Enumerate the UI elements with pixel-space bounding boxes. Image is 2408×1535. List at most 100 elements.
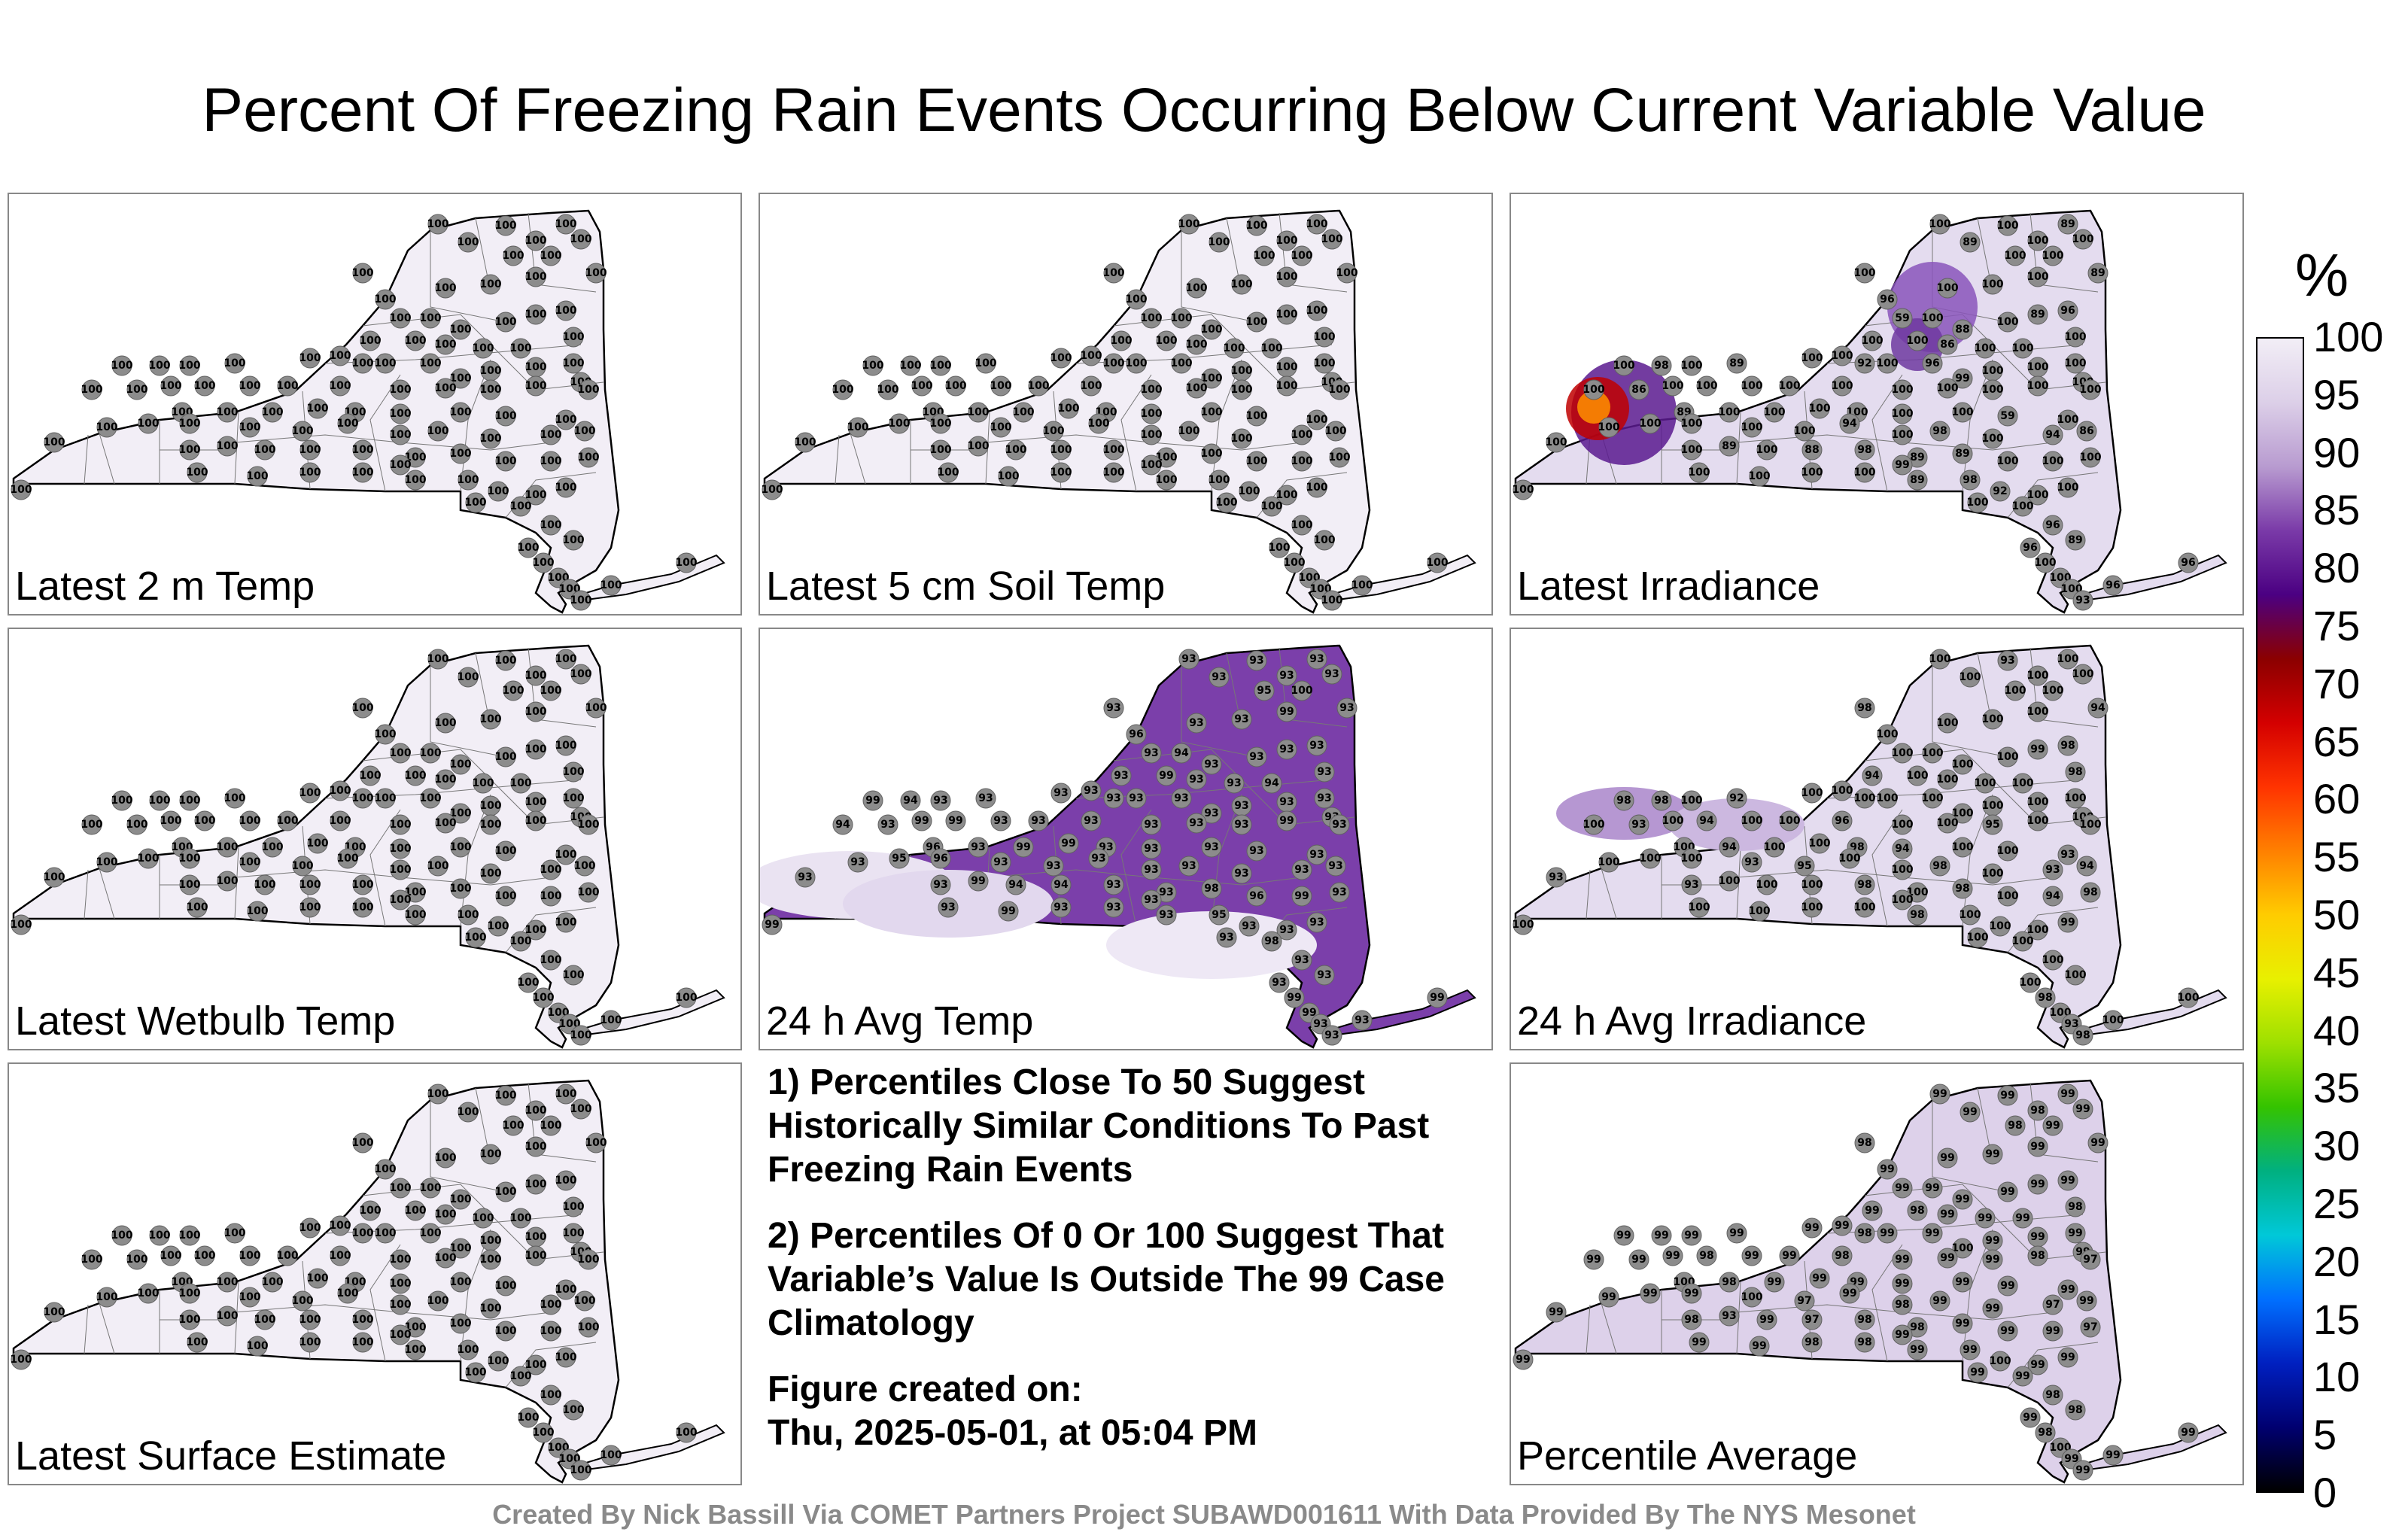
svg-text:100: 100 (137, 853, 159, 865)
svg-text:100: 100 (1324, 425, 1346, 437)
svg-text:98: 98 (1654, 795, 1668, 807)
svg-text:99: 99 (1940, 1252, 1954, 1264)
station-marker: 97 (2042, 1294, 2063, 1315)
station-marker: 100 (675, 552, 698, 573)
station-marker: 100 (1102, 353, 1125, 374)
svg-text:100: 100 (479, 868, 501, 880)
station-marker: 93 (1156, 904, 1177, 926)
svg-text:100: 100 (2004, 685, 2026, 697)
station-marker: 95 (1254, 680, 1275, 701)
svg-text:99: 99 (1586, 1254, 1601, 1266)
svg-text:100: 100 (1200, 406, 1222, 418)
svg-text:92: 92 (1729, 792, 1744, 804)
svg-text:93: 93 (1272, 977, 1286, 989)
station-marker: 98 (1801, 1332, 1823, 1353)
svg-text:100: 100 (524, 489, 546, 501)
svg-text:100: 100 (2026, 271, 2048, 283)
svg-text:93: 93 (1144, 747, 1158, 759)
svg-text:100: 100 (427, 1088, 448, 1100)
station-marker: 100 (2042, 680, 2064, 701)
station-marker: 100 (524, 919, 547, 941)
svg-text:93: 93 (941, 901, 955, 913)
station-marker: 99 (1749, 1336, 1770, 1357)
station-marker: 100 (1778, 375, 1801, 397)
station-marker: 99 (1952, 368, 1973, 389)
svg-text:93: 93 (1249, 751, 1263, 763)
svg-text:100: 100 (1230, 278, 1252, 290)
station-marker: 100 (540, 1321, 562, 1342)
station-marker: 100 (862, 355, 884, 376)
station-marker: 100 (427, 421, 449, 442)
svg-text:92: 92 (1857, 357, 1871, 369)
station-marker: 99 (1982, 1249, 2003, 1270)
station-marker: 100 (1891, 889, 1914, 910)
svg-text:100: 100 (1306, 305, 1327, 317)
station-marker: 100 (1321, 229, 1343, 250)
station-marker: 100 (329, 1245, 351, 1266)
station-marker: 100 (1936, 769, 1959, 790)
svg-text:93: 93 (1106, 901, 1120, 913)
svg-text:100: 100 (1959, 909, 1981, 921)
svg-text:100: 100 (137, 418, 159, 430)
svg-text:99: 99 (914, 815, 929, 827)
svg-text:100: 100 (562, 357, 584, 369)
station-marker: 100 (351, 353, 374, 374)
station-marker: 100 (1981, 428, 2004, 449)
svg-text:100: 100 (911, 380, 932, 392)
svg-text:100: 100 (1328, 384, 1350, 396)
svg-text:100: 100 (427, 218, 448, 230)
svg-text:100: 100 (2064, 331, 2086, 343)
station-marker: 100 (524, 810, 547, 831)
svg-text:93: 93 (1204, 841, 1218, 853)
station-marker: 100 (1230, 428, 1253, 449)
svg-text:94: 94 (2045, 890, 2060, 902)
svg-text:99: 99 (1865, 1205, 1879, 1217)
svg-text:100: 100 (479, 1235, 501, 1247)
svg-text:100: 100 (2011, 935, 2033, 947)
svg-text:100: 100 (570, 594, 591, 606)
svg-text:100: 100 (2177, 992, 2199, 1004)
station-marker: 98 (1832, 1245, 1853, 1266)
svg-text:99: 99 (2030, 1141, 2045, 1153)
svg-text:100: 100 (524, 235, 546, 247)
svg-text:100: 100 (223, 357, 245, 369)
svg-text:100: 100 (216, 1276, 238, 1288)
svg-text:100: 100 (434, 282, 456, 294)
svg-text:100: 100 (1951, 841, 1973, 853)
station-marker: 100 (178, 439, 201, 460)
station-marker: 100 (1140, 379, 1163, 400)
station-marker: 89 (2065, 530, 2086, 551)
station-marker: 100 (351, 1132, 374, 1154)
station-marker: 100 (329, 780, 351, 801)
station-marker: 100 (43, 867, 65, 888)
station-marker: 100 (1639, 848, 1662, 869)
created-label: Figure created on: (768, 1369, 1083, 1409)
station-marker: 100 (479, 428, 502, 449)
station-marker: 100 (404, 882, 427, 903)
svg-text:100: 100 (351, 444, 373, 456)
station-marker: 98 (1854, 698, 1875, 719)
station-marker: 100 (261, 1272, 284, 1293)
station-marker: 100 (1906, 765, 1929, 786)
station-marker: 99 (1937, 1147, 1958, 1169)
station-marker: 100 (1178, 421, 1200, 442)
svg-text:99: 99 (1985, 1148, 1999, 1160)
svg-text:100: 100 (404, 1344, 426, 1356)
svg-text:99: 99 (765, 919, 779, 931)
svg-text:100: 100 (540, 1325, 561, 1337)
svg-text:100: 100 (329, 815, 351, 827)
svg-text:100: 100 (1981, 278, 2003, 290)
svg-text:100: 100 (1639, 853, 1661, 865)
station-marker: 89 (1719, 436, 1740, 457)
svg-text:100: 100 (351, 1314, 373, 1326)
station-marker: 100 (254, 439, 276, 460)
svg-text:99: 99 (1955, 1193, 1969, 1205)
svg-text:100: 100 (1275, 380, 1297, 392)
panel-latest-wetbulb-temp: 100 100 100 100 100 100 100 100 100 100 100 100 100 1… (8, 628, 742, 1050)
svg-text:99: 99 (2075, 1464, 2090, 1476)
station-marker: 100 (1275, 304, 1298, 325)
station-marker: 93 (1201, 803, 1222, 824)
station-marker: 100 (2011, 773, 2034, 794)
svg-text:100: 100 (1155, 474, 1177, 486)
